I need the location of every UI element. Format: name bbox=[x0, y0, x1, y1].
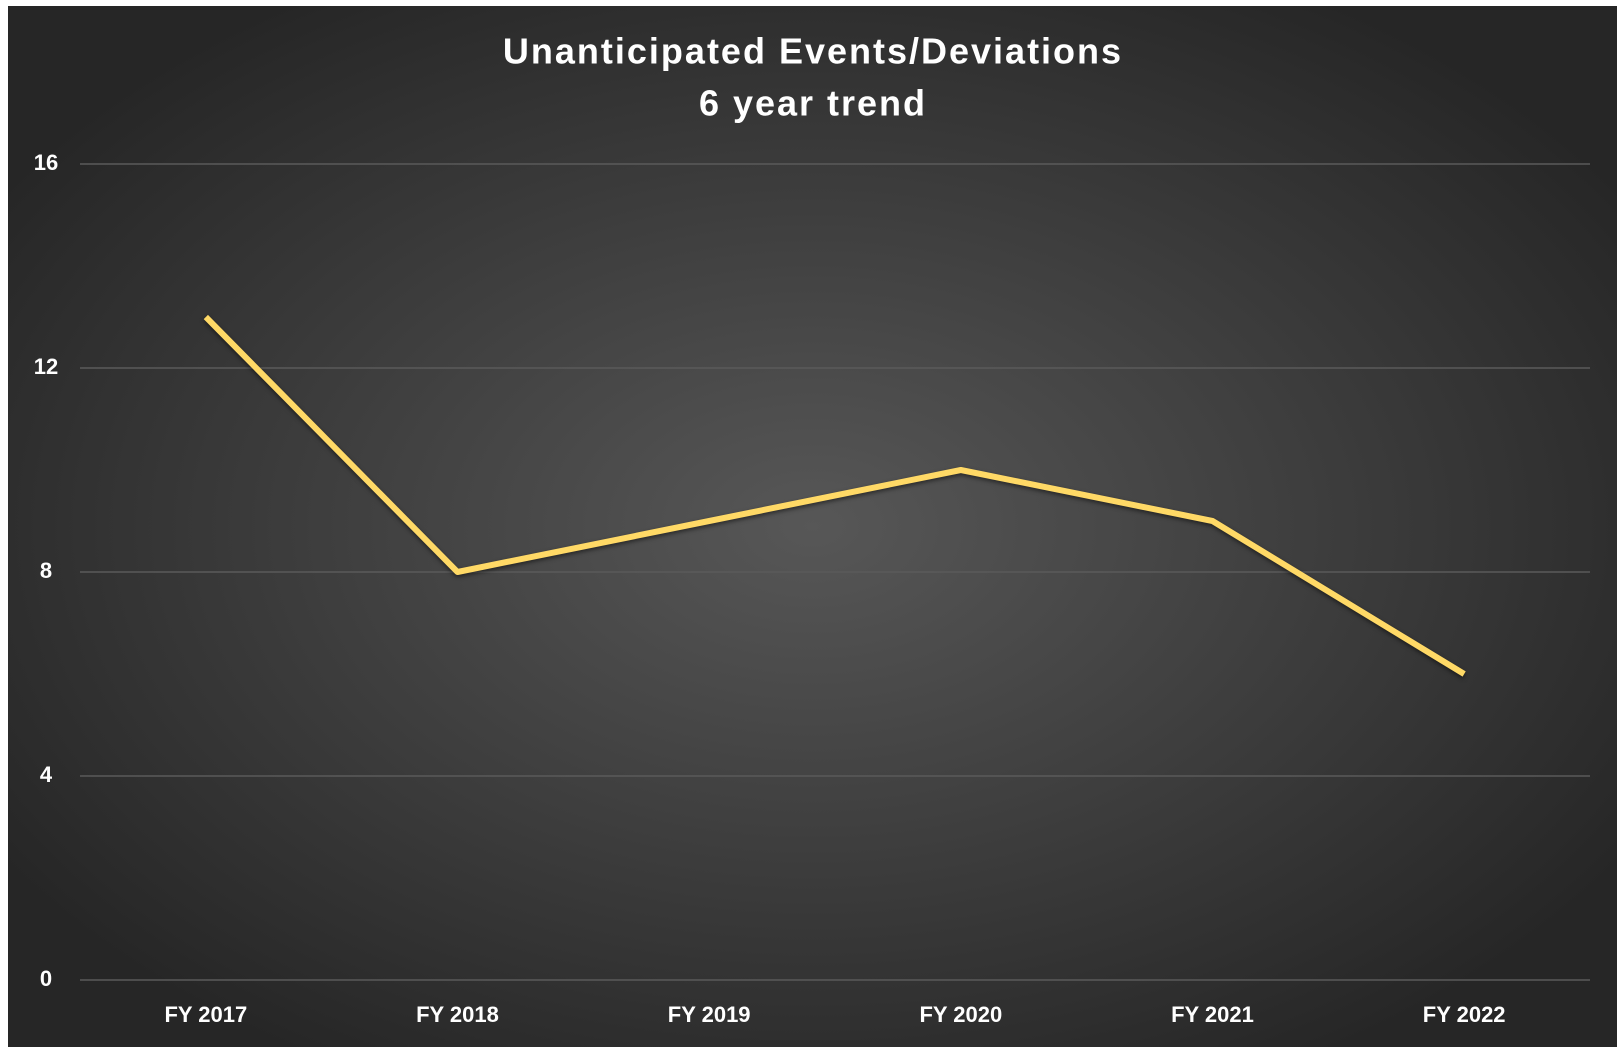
y-tick-label: 12 bbox=[34, 354, 58, 379]
chart-title: Unanticipated Events/Deviations bbox=[503, 31, 1123, 72]
x-tick-label: FY 2019 bbox=[668, 1002, 751, 1027]
y-tick-label: 16 bbox=[34, 150, 58, 175]
x-tick-label: FY 2021 bbox=[1171, 1002, 1254, 1027]
data-line bbox=[203, 314, 1466, 677]
chart-subtitle: 6 year trend bbox=[699, 83, 927, 124]
x-tick-label: FY 2022 bbox=[1423, 1002, 1506, 1027]
x-tick-label: FY 2017 bbox=[164, 1002, 247, 1027]
chart-background bbox=[8, 6, 1617, 1047]
x-tick-label: FY 2020 bbox=[919, 1002, 1002, 1027]
y-tick-label: 0 bbox=[40, 966, 52, 991]
x-tick-label: FY 2018 bbox=[416, 1002, 499, 1027]
y-tick-label: 4 bbox=[40, 762, 53, 787]
y-tick-label: 8 bbox=[40, 558, 52, 583]
